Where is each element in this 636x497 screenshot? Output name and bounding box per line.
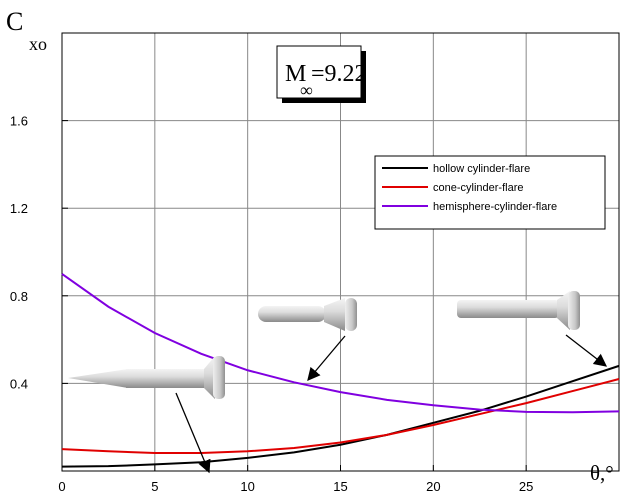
y-tick-label: 0.4 bbox=[10, 376, 28, 391]
y-tick-label: 1.2 bbox=[10, 201, 28, 216]
arrow bbox=[308, 336, 345, 380]
model-hollow bbox=[258, 298, 357, 331]
x-tick-label: 15 bbox=[333, 479, 347, 494]
x-tick-label: 25 bbox=[519, 479, 533, 494]
arrow bbox=[566, 335, 606, 366]
y-tick-label: 1.6 bbox=[10, 114, 28, 129]
legend-label: hemisphere-cylinder-flare bbox=[433, 201, 557, 213]
x-tick-label: 10 bbox=[240, 479, 254, 494]
annotation-rest: =9.22 bbox=[311, 61, 367, 87]
x-tick-label: 5 bbox=[151, 479, 158, 494]
y-tick-label: 0.8 bbox=[10, 289, 28, 304]
x-tick-label: 0 bbox=[58, 479, 65, 494]
model-hemisphere bbox=[457, 291, 580, 330]
x-axis-label: θ,° bbox=[590, 461, 614, 485]
model-cone bbox=[68, 356, 225, 399]
x-tick-label: 20 bbox=[426, 479, 440, 494]
legend-label: hollow cylinder-flare bbox=[433, 163, 530, 175]
legend-label: cone-cylinder-flare bbox=[433, 182, 523, 194]
arrow bbox=[176, 393, 209, 472]
y-axis-label: C bbox=[6, 7, 23, 36]
chart: M ∞ =9.22 C xo θ,° hollow cylinder-flare… bbox=[0, 0, 636, 497]
y-axis-label-sub: xo bbox=[29, 34, 47, 54]
